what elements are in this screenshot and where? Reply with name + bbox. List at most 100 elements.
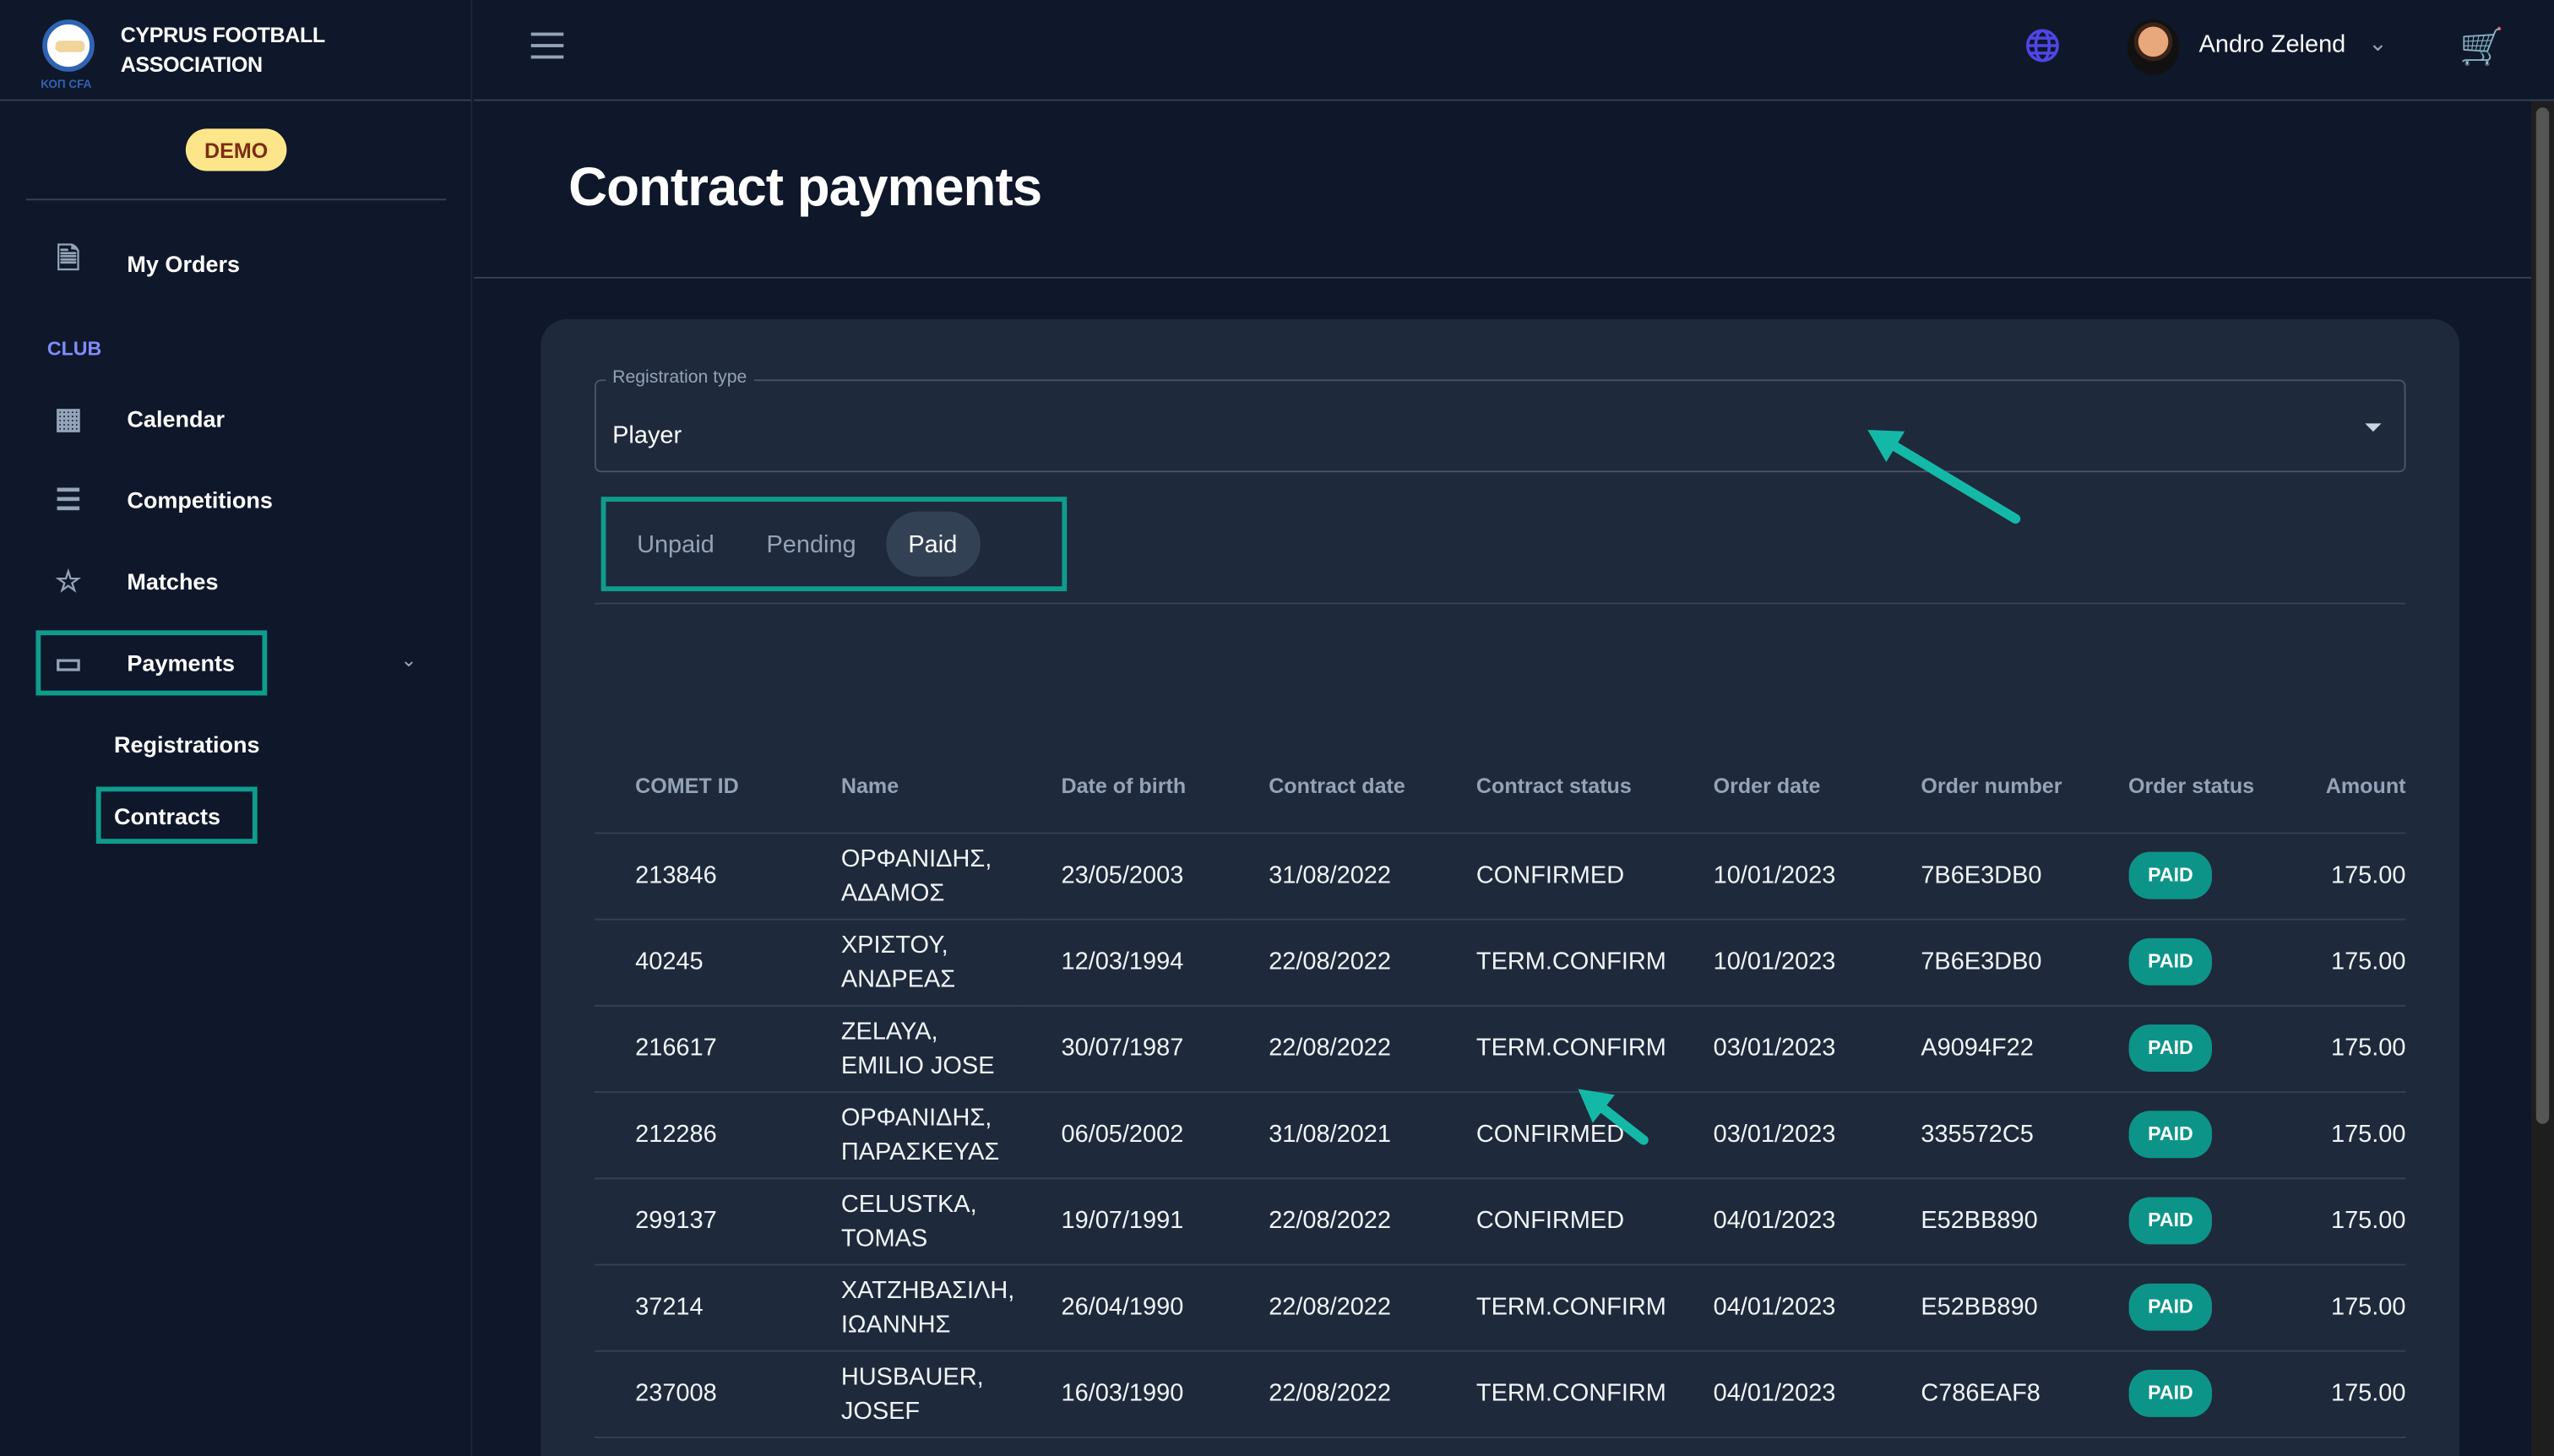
column-header[interactable]: Contract date — [1227, 739, 1436, 834]
cell-order-number — [1880, 1436, 2088, 1456]
table-row[interactable]: 216617 ZELAYA, EMILIO JOSE 30/07/1987 22/08… — [594, 1004, 2406, 1093]
status-badge: PAID — [2128, 1111, 2213, 1159]
status-badge: PAID — [2128, 1197, 2213, 1245]
cell-amount: 175.00 — [2254, 1263, 2406, 1351]
brand-name: CYPRUS FOOTBALL ASSOCIATION — [120, 22, 326, 76]
cell-order-number: E52BB890 — [1880, 1263, 2088, 1351]
cfa-logo: ΚΟΠ CFA — [39, 12, 97, 90]
invoice-icon: 🗎 — [57, 242, 80, 275]
table-row[interactable]: 37214 ΧΑΤΖΗΒΑΣΙΛΗ, ΙΩΑΝΝΗΣ 26/04/1990 22/08… — [594, 1263, 2406, 1351]
table-row[interactable]: KNOBLOCH, — [594, 1436, 2406, 1456]
status-badge: PAID — [2128, 1369, 2213, 1417]
table-row[interactable]: 237008 HUSBAUER, JOSEF 16/03/1990 22/08/202… — [594, 1350, 2406, 1437]
scrollbar[interactable] — [2530, 101, 2554, 1456]
divider — [474, 276, 2531, 279]
cart-icon[interactable]: 🛒 — [2459, 25, 2504, 68]
cell-order-number: 7B6E3DB0 — [1880, 832, 2088, 920]
chevron-down-icon[interactable]: ⌄ — [2368, 29, 2388, 56]
column-header[interactable]: Order status — [2087, 739, 2255, 834]
cell-contract-date — [1227, 1436, 1436, 1456]
cell-order-date: 03/01/2023 — [1672, 1004, 1881, 1093]
cell-contract-status: CONFIRMED — [1435, 1177, 1673, 1265]
sidebar-item-my-orders[interactable]: 🗎 My Orders — [39, 236, 240, 292]
brand[interactable]: ΚΟΠ CFA CYPRUS FOOTBALL ASSOCIATION — [0, 0, 471, 101]
cell-name: CELUSTKA, TOMAS — [800, 1177, 1021, 1265]
cell-order-status: PAID — [2087, 1177, 2255, 1265]
cell-order-status: PAID — [2087, 1091, 2255, 1179]
table-row[interactable]: 213846 ΟΡΦΑΝΙΔΗΣ, ΑΔΑΜΟΣ 23/05/2003 31/08/2… — [594, 832, 2406, 920]
status-badge: PAID — [2128, 851, 2213, 899]
cell-contract-status: CONFIRMED — [1435, 832, 1673, 920]
cell-contract-date: 22/08/2022 — [1227, 1263, 1436, 1351]
cell-date-of-birth: 16/03/1990 — [1020, 1350, 1228, 1437]
cell-order-date — [1672, 1436, 1881, 1456]
sidebar-item-competitions[interactable]: ☰ Competitions — [39, 472, 273, 528]
cell-order-status: PAID — [2087, 1350, 2255, 1437]
cell-comet-id — [594, 1436, 801, 1456]
cell-date-of-birth: 26/04/1990 — [1020, 1263, 1228, 1351]
sidebar-item-registrations[interactable]: Registrations — [113, 731, 260, 758]
cell-order-number: A9094F22 — [1880, 1004, 2088, 1093]
top-bar: Andro Zelend ⌄ 🛒 — [474, 0, 2554, 101]
column-header[interactable]: Amount — [2254, 739, 2406, 834]
cell-order-number: 7B6E3DB0 — [1880, 918, 2088, 1006]
cell-name: HUSBAUER, JOSEF — [800, 1350, 1021, 1437]
column-header[interactable]: Order date — [1672, 739, 1881, 834]
tab-unpaid[interactable]: Unpaid — [637, 530, 715, 558]
table-row[interactable]: 212286 ΟΡΦΑΝΙΔΗΣ, ΠΑΡΑΣΚΕΥΑΣ 06/05/2002 31/… — [594, 1091, 2406, 1179]
sidebar-item-payments[interactable]: ▭ Payments — [35, 630, 268, 696]
calendar-icon: ▦ — [54, 401, 83, 434]
cell-amount: 175.00 — [2254, 1350, 2406, 1437]
cell-amount: 175.00 — [2254, 1004, 2406, 1093]
tab-paid[interactable]: Paid — [885, 511, 981, 577]
cell-contract-date: 31/08/2021 — [1227, 1091, 1436, 1179]
table-row[interactable]: 40245 ΧΡΙΣΤΟΥ, ΑΝΔΡΕΑΣ 12/03/1994 22/08/202… — [594, 918, 2406, 1006]
column-header[interactable]: Name — [800, 739, 1021, 834]
menu-icon[interactable] — [530, 32, 564, 59]
cell-order-date: 03/01/2023 — [1672, 1091, 1881, 1179]
cell-contract-status: TERM.CONFIRM — [1435, 1004, 1673, 1093]
cell-name: ΟΡΦΑΝΙΔΗΣ, ΑΔΑΜΟΣ — [800, 832, 1021, 920]
cell-comet-id: 237008 — [594, 1350, 801, 1437]
list-icon: ☰ — [55, 482, 82, 516]
cell-contract-date: 22/08/2022 — [1227, 1350, 1436, 1437]
column-header[interactable]: Date of birth — [1020, 739, 1228, 834]
cell-date-of-birth: 19/07/1991 — [1020, 1177, 1228, 1265]
cell-amount: 175.00 — [2254, 918, 2406, 1006]
column-header[interactable]: Contract status — [1435, 739, 1673, 834]
cell-amount — [2254, 1436, 2406, 1456]
contracts-table: COMET ID Name Date of birth Contract date Co… — [594, 739, 2406, 1456]
avatar[interactable] — [2127, 19, 2180, 75]
caret-down-icon — [2365, 423, 2382, 432]
tab-pending[interactable]: Pending — [766, 530, 856, 558]
cell-contract-status: TERM.CONFIRM — [1435, 1263, 1673, 1351]
page-title: Contract payments — [568, 156, 1042, 217]
cell-date-of-birth: 23/05/2003 — [1020, 832, 1228, 920]
registration-type-select[interactable]: Registration type Player — [594, 367, 2406, 473]
payments-card: Registration type Player Unpaid Pending … — [541, 318, 2460, 1456]
column-header[interactable]: COMET ID — [594, 739, 801, 834]
cell-contract-date: 22/08/2022 — [1227, 918, 1436, 1006]
star-icon: ☆ — [55, 564, 82, 597]
cell-name: ΟΡΦΑΝΙΔΗΣ, ΠΑΡΑΣΚΕΥΑΣ — [800, 1091, 1021, 1179]
cell-order-date: 04/01/2023 — [1672, 1263, 1881, 1351]
globe-icon[interactable] — [2024, 28, 2060, 63]
sidebar-item-matches[interactable]: ☆ Matches — [39, 554, 218, 610]
cell-order-status: PAID — [2087, 1263, 2255, 1351]
user-name[interactable]: Andro Zelend — [2198, 30, 2346, 59]
table-row[interactable]: 299137 CELUSTKA, TOMAS 19/07/1991 22/08/202… — [594, 1177, 2406, 1265]
chevron-down-icon[interactable]: ⌄ — [400, 648, 417, 671]
status-badge: PAID — [2128, 1024, 2213, 1072]
cell-order-status: PAID — [2087, 832, 2255, 920]
sidebar-item-calendar[interactable]: ▦ Calendar — [39, 391, 225, 447]
cell-contract-date: 31/08/2022 — [1227, 832, 1436, 920]
column-header[interactable]: Order number — [1880, 739, 2088, 834]
cell-comet-id: 37214 — [594, 1263, 801, 1351]
cell-order-status — [2087, 1436, 2255, 1456]
cell-order-number: 335572C5 — [1880, 1091, 2088, 1179]
cell-order-date: 10/01/2023 — [1672, 832, 1881, 920]
cell-contract-date: 22/08/2022 — [1227, 1004, 1436, 1093]
divider — [25, 198, 447, 201]
sidebar-item-contracts[interactable]: Contracts — [95, 786, 258, 844]
